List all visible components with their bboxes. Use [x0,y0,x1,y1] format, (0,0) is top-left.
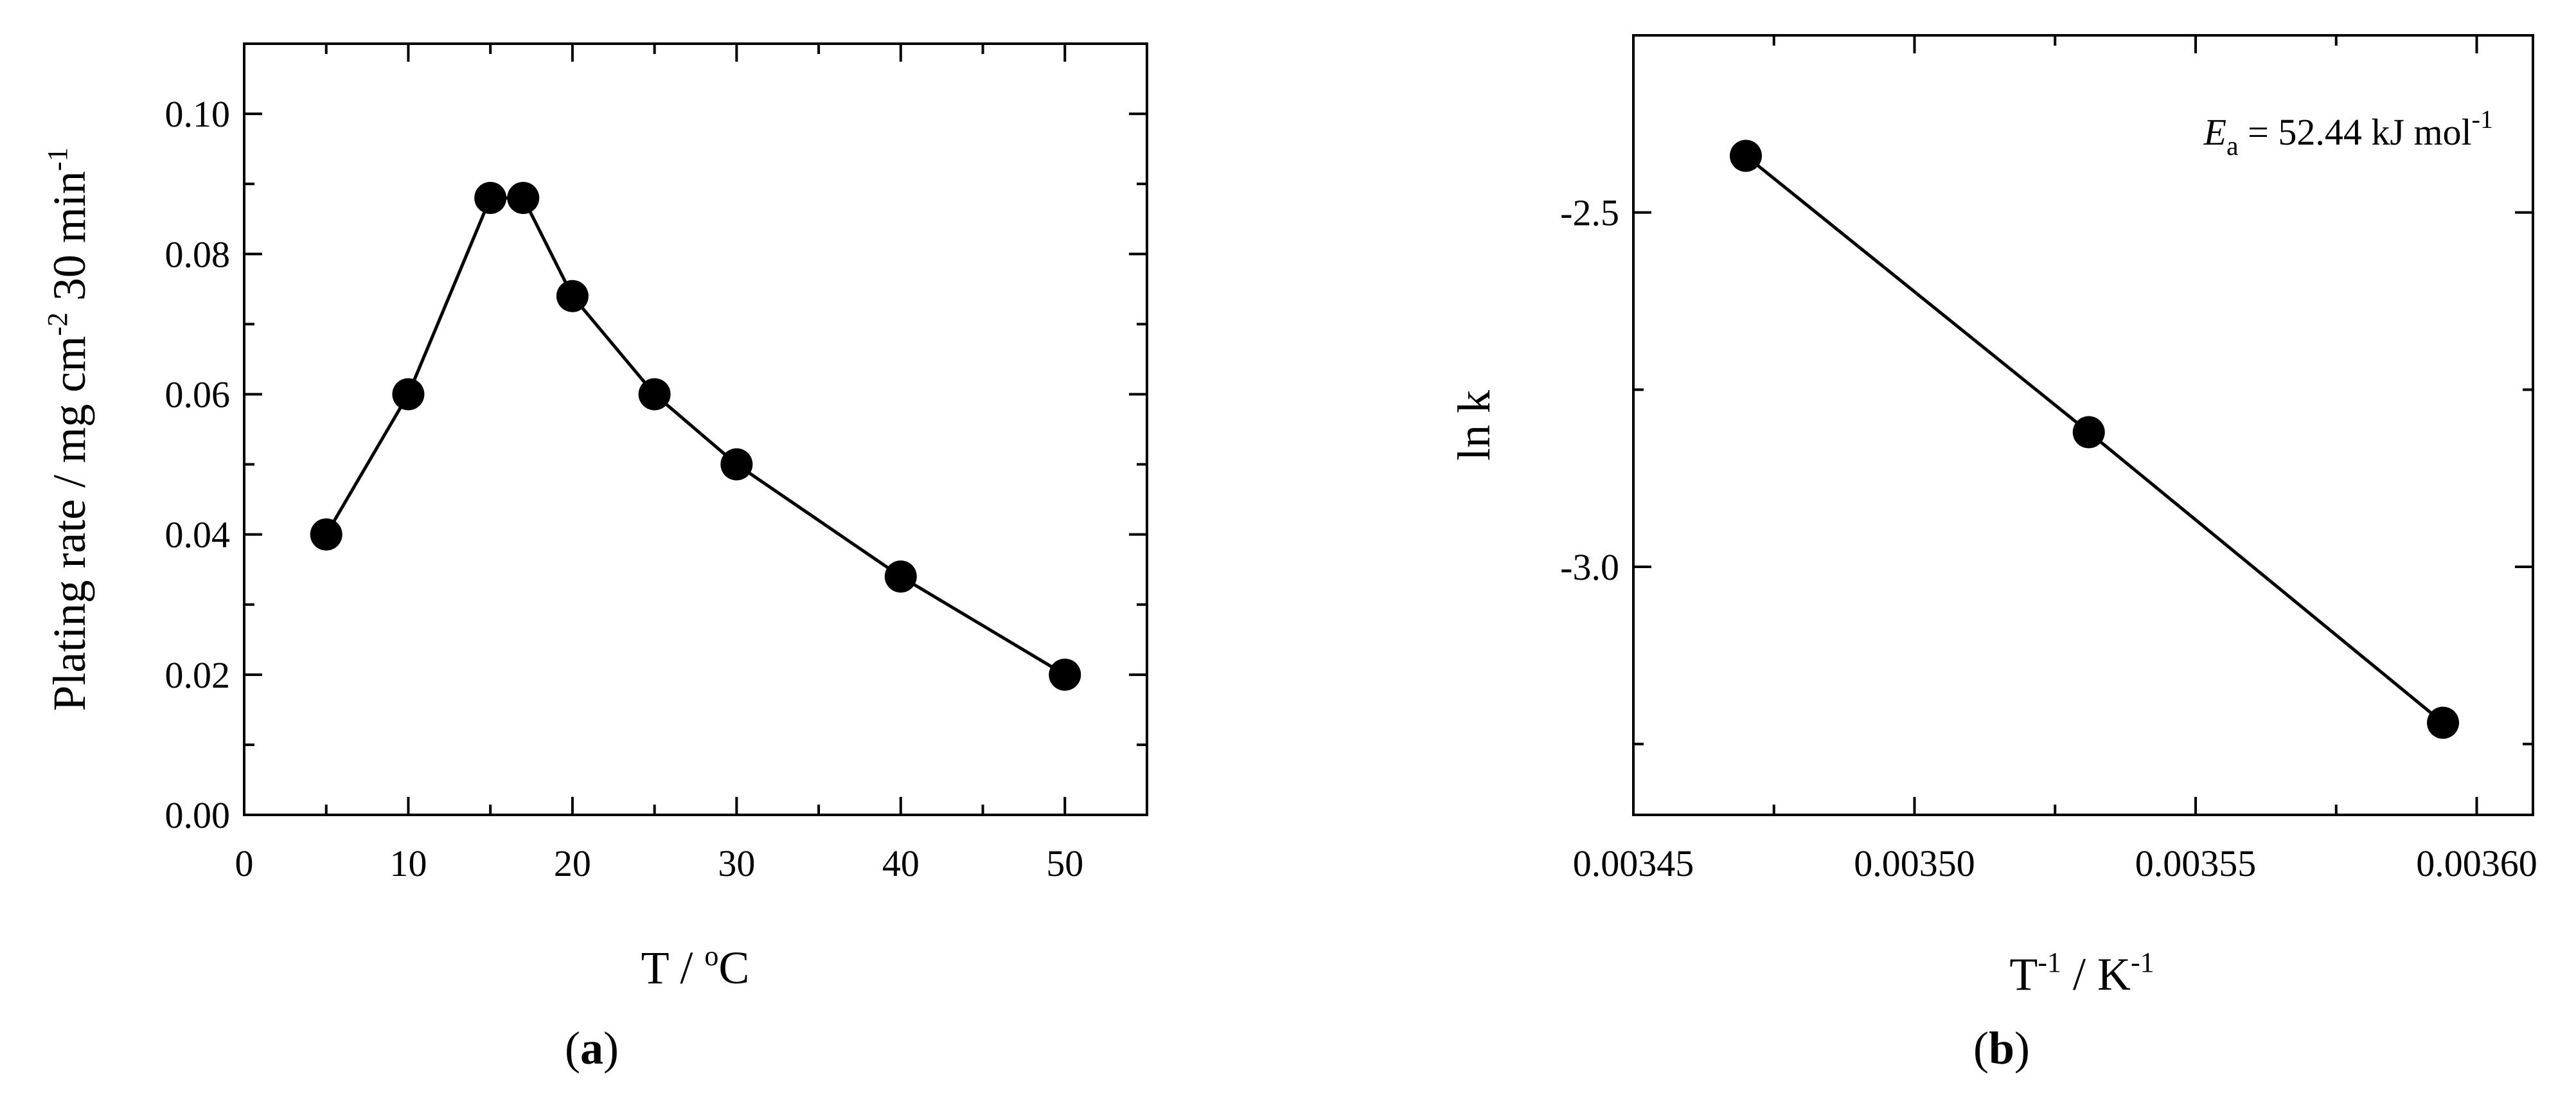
panel-a-data-point [392,378,425,411]
panel-b-y-tick-label: -2.5 [1560,192,1619,234]
panel-b-data-point [1730,139,1762,172]
panel-b-y-tick-label: -3.0 [1560,546,1619,588]
panel-a-data-point [720,448,753,481]
panel-a-data-point [1049,658,1081,691]
panel-a-y-tick-label: 0.06 [165,373,231,415]
panel-b-chart: 0.00345 0.00350 0.00355 0.00360 -2.5 -3.0 Ea … [1448,34,2537,1074]
panel-a-data-point [884,560,917,593]
panel-a-chart: 0 10 20 30 40 50 0.00 0.02 0.04 0.06 0.08 0.10 T / … [42,42,1148,1074]
panel-b-series [1730,139,2459,739]
panel-b-label: (b) [1973,1022,2030,1074]
panel-a-y-axis-title: Plating rate / mg cm-2 30 min-1 [42,147,95,711]
panel-b-annotation: Ea = 52.44 kJ mol-1 [2203,105,2493,161]
panel-b-x-tick-label: 0.00345 [1573,843,1694,884]
panel-b-tick-labels: 0.00345 0.00350 0.00355 0.00360 -2.5 -3.0 [1560,192,2537,884]
panel-a-y-tick-label: 0.00 [165,794,231,836]
panel-b-data-point [2072,416,2105,449]
panel-a-y-tick-label: 0.02 [165,654,231,696]
panel-b-y-axis-title: ln k [1448,390,1500,461]
panel-b-x-axis-title: T-1 / K-1 [2009,947,2154,1000]
panel-a-tick-labels: 0 10 20 30 40 50 0.00 0.02 0.04 0.06 0.08 0.10 [165,93,1084,884]
panel-b-x-tick-label: 0.00350 [1854,843,1975,884]
panel-a-x-tick-label: 50 [1046,843,1083,884]
panel-a-y-tick-label: 0.04 [165,514,231,556]
panel-a-x-tick-label: 30 [718,843,755,884]
panel-b-ticks [1632,35,2533,815]
panel-b-data-point [2427,706,2459,739]
panel-a-data-point [474,182,507,214]
panel-a-x-tick-label: 20 [554,843,591,884]
panel-a-y-tick-label: 0.10 [165,93,231,135]
panel-a-x-tick-label: 0 [235,843,254,884]
panel-a-series-line [324,196,1066,676]
panel-b-plot-frame [1632,34,2534,816]
panel-a-plot-frame [243,42,1148,816]
panel-a-data-point [556,280,589,312]
panel-a-ticks [243,44,1147,816]
panel-b-x-tick-label: 0.00355 [2135,843,2257,884]
panel-a-data-point [310,518,342,551]
panel-a-x-tick-label: 10 [389,843,427,884]
panel-a-x-axis-title: T / oC [641,940,750,994]
panel-a-data-point [507,182,540,214]
panel-b-x-tick-label: 0.00360 [2416,843,2537,884]
panel-a-label: (a) [565,1022,619,1074]
panel-a-x-tick-label: 40 [882,843,919,884]
panel-a-y-tick-label: 0.08 [165,233,231,275]
panel-a-series [310,182,1081,691]
panel-a-data-point [638,378,671,411]
